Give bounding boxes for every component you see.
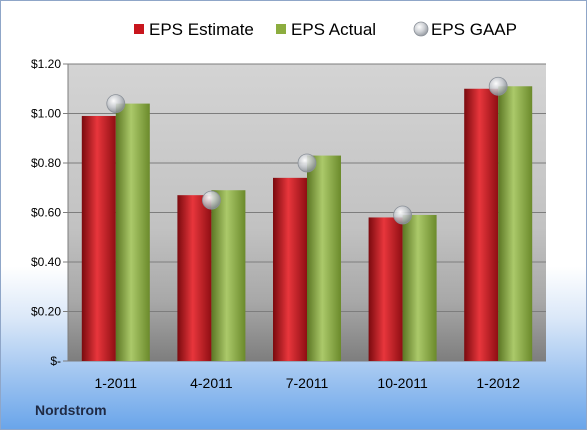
- y-tick-label: $0.20: [31, 305, 61, 319]
- marker-eps-gaap: [488, 76, 508, 96]
- legend-label: EPS Actual: [291, 20, 376, 39]
- legend-swatch-gaap: [413, 21, 429, 37]
- marker-eps-gaap: [393, 205, 413, 225]
- bar-eps-actual: [402, 214, 437, 361]
- bar-eps-actual: [307, 155, 341, 361]
- y-tick-label: $0.80: [31, 156, 61, 170]
- legend-label: EPS Estimate: [149, 20, 254, 39]
- bar-eps-actual: [498, 86, 533, 362]
- legend: EPS Estimate EPS Actual EPS GAAP: [134, 20, 517, 39]
- marker-eps-gaap: [297, 153, 317, 173]
- x-category-label: 4-2011: [190, 375, 233, 391]
- legend-label: EPS GAAP: [431, 20, 517, 39]
- y-tick-label: $1.00: [31, 107, 61, 121]
- bar-eps-estimate: [464, 88, 499, 361]
- x-axis-categories: 1-2011 4-2011 7-2011 10-2011 1-2012: [95, 375, 521, 391]
- marker-eps-gaap: [201, 190, 221, 210]
- bar-eps-estimate: [81, 115, 116, 361]
- y-axis-ticks: $1.20 $1.00 $0.80 $0.60 $0.40 $0.20 $-: [31, 57, 61, 368]
- x-category-label: 1-2012: [476, 375, 520, 391]
- gaap-markers: [106, 76, 508, 225]
- y-tick-label: $1.20: [31, 57, 61, 71]
- bars: [81, 86, 533, 362]
- x-category-label: 1-2011: [95, 375, 138, 391]
- x-category-label: 7-2011: [286, 375, 329, 391]
- bar-eps-estimate: [368, 217, 403, 361]
- y-tick-label: $0.60: [31, 206, 61, 220]
- company-name: Nordstrom: [35, 402, 107, 418]
- marker-eps-gaap: [106, 94, 126, 113]
- legend-swatch: [134, 24, 144, 34]
- x-category-label: 10-2011: [377, 375, 428, 391]
- bar-eps-actual: [115, 103, 150, 361]
- y-tick-label: $-: [50, 354, 61, 368]
- bar-eps-estimate: [177, 195, 212, 361]
- bar-eps-actual: [211, 190, 246, 361]
- bar-eps-estimate: [273, 177, 307, 361]
- y-tick-label: $0.40: [31, 255, 61, 269]
- legend-swatch: [276, 24, 286, 34]
